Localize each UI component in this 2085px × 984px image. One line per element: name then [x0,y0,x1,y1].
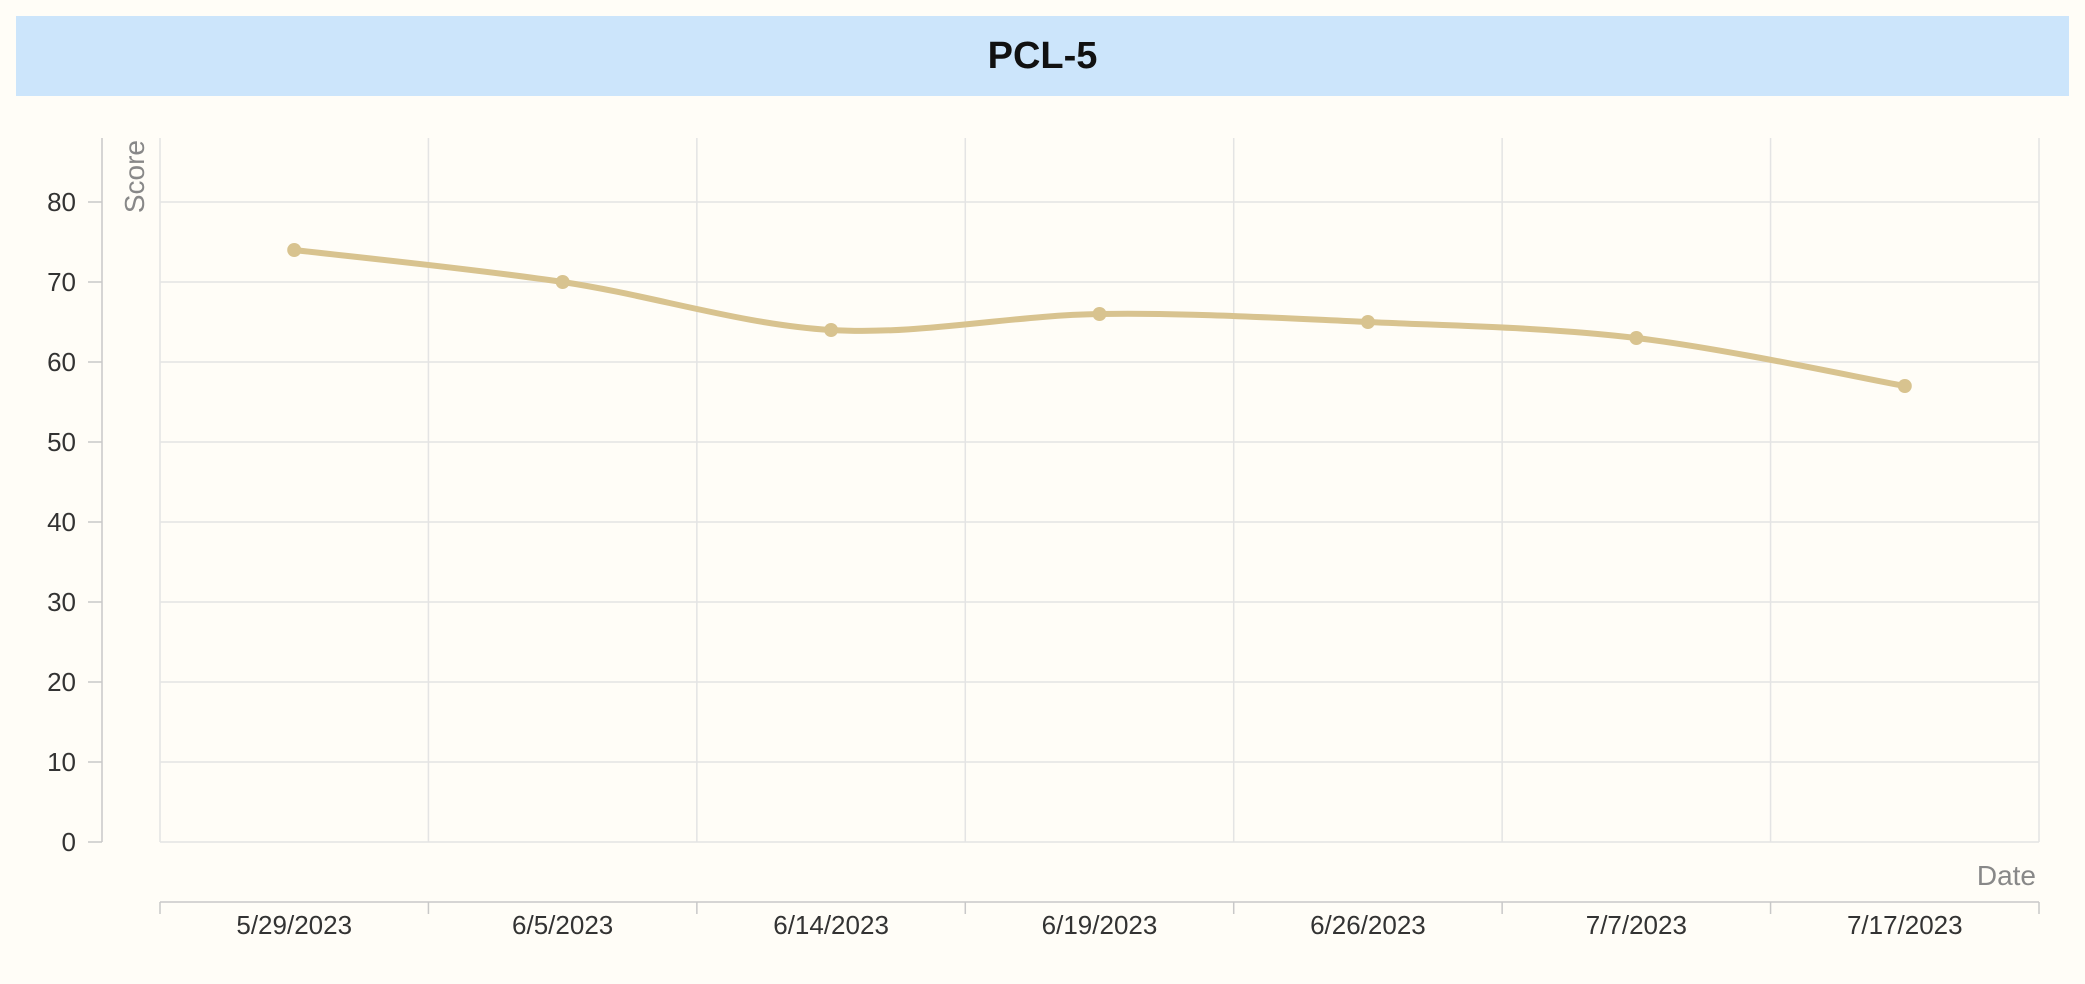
grid-lines [159,138,2040,843]
y-axis-title: Score [119,140,150,213]
x-tick-label: 6/19/2023 [1042,910,1158,940]
x-tick-label: 7/7/2023 [1586,910,1687,940]
data-point[interactable] [1360,315,1375,329]
tick-labels: 0 10 20 30 40 50 60 70 80 5/29/2023 6/5/2023 6/14/2… [47,187,1963,940]
data-point[interactable] [1897,379,1912,393]
y-tick-label: 80 [47,187,76,217]
data-point[interactable] [555,275,570,289]
y-tick-label: 10 [47,747,76,777]
y-tick-label: 30 [47,587,76,617]
x-axis-title: Date [1977,860,2036,891]
x-tick-label: 7/17/2023 [1847,910,1963,940]
data-point[interactable] [1092,307,1107,321]
x-tick-label: 6/26/2023 [1310,910,1426,940]
y-tick-label: 0 [62,827,76,857]
y-tick-label: 20 [47,667,76,697]
data-point[interactable] [824,323,839,337]
y-tick-label: 40 [47,507,76,537]
axes [88,138,2040,914]
chart-title: PCL-5 [987,34,1098,77]
data-point[interactable] [1629,331,1644,345]
x-tick-label: 6/5/2023 [512,910,613,940]
y-tick-label: 70 [47,267,76,297]
data-point[interactable] [287,243,302,257]
chart-title-bar: PCL-5 [16,16,2069,96]
y-tick-label: 50 [47,427,76,457]
series-layer [287,243,1912,393]
y-tick-label: 60 [47,347,76,377]
x-tick-label: 6/14/2023 [773,910,889,940]
x-tick-label: 5/29/2023 [236,910,352,940]
